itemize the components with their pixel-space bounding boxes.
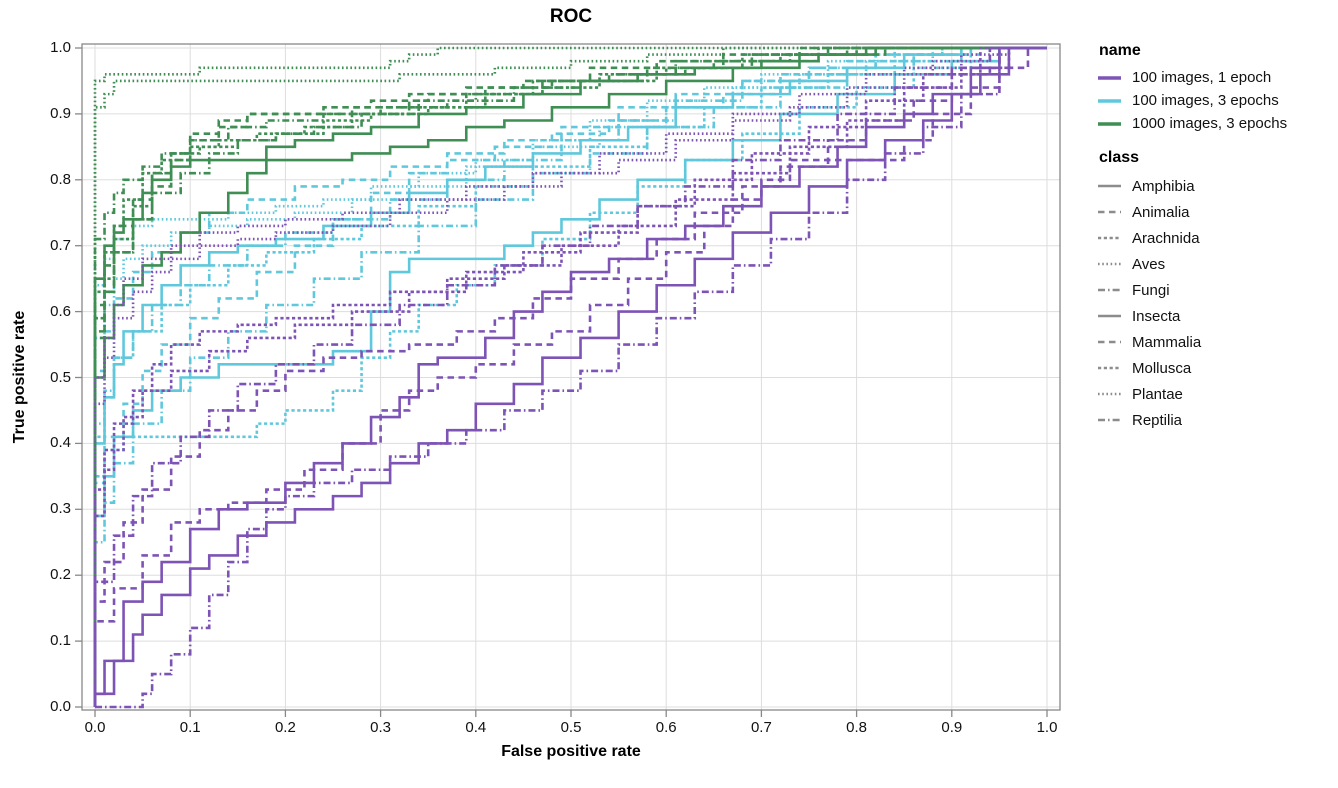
class-legend-item-label: Aves xyxy=(1132,255,1166,273)
legend-swatch-line xyxy=(1098,366,1121,370)
class-legend: class Amphibia Animalia Arachnida Aves Fungi… xyxy=(1097,149,1338,433)
class-legend-item-label: Fungi xyxy=(1132,281,1170,299)
roc-curve-100-images-3-epochs-fungi xyxy=(93,46,1047,707)
name-legend-item-label: 100 images, 3 epochs xyxy=(1132,92,1279,109)
x-tick-label: 0.6 xyxy=(655,719,677,736)
roc-curves xyxy=(93,46,1047,709)
name-legend-item: 100 images, 3 epochs xyxy=(1097,89,1338,112)
x-tick-label: 0.2 xyxy=(274,719,296,736)
class-legend-item: Insecta xyxy=(1097,303,1338,329)
y-tick-label: 0.6 xyxy=(50,302,71,320)
y-tick-label: 0.0 xyxy=(50,698,71,715)
roc-curve-1000-images-3-epochs-reptilia xyxy=(93,46,1047,707)
class-legend-item-label: Mollusca xyxy=(1132,359,1192,377)
legend-swatch-line xyxy=(1098,121,1121,126)
y-tick-label: 0.2 xyxy=(50,566,71,584)
name-legend-item: 100 images, 1 epoch xyxy=(1097,66,1338,89)
x-tick-label: 0.1 xyxy=(179,719,201,736)
x-tick-label: 0.3 xyxy=(370,719,392,736)
y-tick-label: 1.0 xyxy=(50,39,71,56)
legend-swatch-line xyxy=(1098,340,1121,344)
legend-swatch-line xyxy=(1098,75,1121,80)
roc-curve-100-images-1-epoch-amphibia xyxy=(93,46,1047,707)
legend-swatch-line xyxy=(1098,392,1121,396)
x-tick-label: 0.5 xyxy=(560,719,582,736)
legend-swatch-line xyxy=(1098,210,1121,214)
roc-curve-100-images-3-epochs-aves xyxy=(93,46,1047,707)
roc-curve-1000-images-3-epochs-insecta xyxy=(93,46,1047,707)
y-tick-label: 0.3 xyxy=(50,500,71,518)
roc-curve-1000-images-3-epochs-plantae xyxy=(93,46,1047,707)
class-legend-item-label: Arachnida xyxy=(1132,229,1200,247)
roc-curve-1000-images-3-epochs-mollusca xyxy=(93,46,1047,707)
name-legend-item-label: 1000 images, 3 epochs xyxy=(1132,115,1288,132)
class-legend-title: class xyxy=(1099,149,1140,166)
legend-swatch-line xyxy=(1098,98,1121,103)
roc-curve-100-images-1-epoch-animalia xyxy=(93,46,1047,707)
class-legend-item: Mammalia xyxy=(1097,329,1338,355)
name-legend-title: name xyxy=(1099,42,1141,59)
roc-curve-100-images-1-epoch-reptilia xyxy=(95,46,1047,709)
x-axis-title: False positive rate xyxy=(501,743,641,760)
x-tick-label: 1.0 xyxy=(1036,719,1058,736)
legend-swatch-line xyxy=(1098,262,1121,266)
y-tick-label: 0.8 xyxy=(50,170,71,188)
y-tick-label: 0.7 xyxy=(50,236,71,254)
class-legend-item-label: Plantae xyxy=(1132,385,1183,403)
roc-curve-100-images-3-epochs-insecta xyxy=(93,46,1047,707)
name-legend: name 100 images, 1 epoch 100 images, 3 ep… xyxy=(1097,42,1338,135)
roc-curve-100-images-3-epochs-plantae xyxy=(93,46,1047,707)
roc-curve-100-images-1-epoch-plantae xyxy=(93,46,1047,707)
x-tick-label: 0.8 xyxy=(846,719,868,736)
class-legend-item: Aves xyxy=(1097,251,1338,277)
class-legend-item: Mollusca xyxy=(1097,355,1338,381)
legend-swatch-line xyxy=(1098,314,1121,318)
roc-curve-100-images-1-epoch-fungi xyxy=(93,46,1047,707)
legend-swatch-line xyxy=(1098,418,1121,422)
class-legend-item: Reptilia xyxy=(1097,407,1338,433)
roc-curve-1000-images-3-epochs-arachnida xyxy=(93,46,1047,707)
class-legend-item-label: Amphibia xyxy=(1132,177,1195,195)
x-tick-label: 0.0 xyxy=(84,719,106,736)
roc-curve-100-images-3-epochs-reptilia xyxy=(93,46,1047,707)
roc-curve-100-images-1-epoch-aves xyxy=(93,46,1047,707)
legend-swatch-line xyxy=(1098,236,1121,240)
roc-curve-1000-images-3-epochs-fungi xyxy=(93,46,1047,707)
class-legend-item-label: Mammalia xyxy=(1132,333,1202,351)
roc-curve-100-images-3-epochs-arachnida xyxy=(93,46,1047,707)
class-legend-item: Arachnida xyxy=(1097,225,1338,251)
x-tick-label: 0.4 xyxy=(465,719,487,736)
x-tick-label: 0.7 xyxy=(750,719,772,736)
y-tick-label: 0.4 xyxy=(50,434,71,452)
legend-swatch-line xyxy=(1098,288,1121,292)
y-tick-label: 0.1 xyxy=(50,632,71,650)
class-legend-item: Fungi xyxy=(1097,277,1338,303)
class-legend-item-label: Animalia xyxy=(1132,203,1190,221)
class-legend-item-label: Insecta xyxy=(1132,307,1181,325)
roc-curve-1000-images-3-epochs-animalia xyxy=(93,46,1047,707)
y-tick-label: 0.9 xyxy=(50,104,71,122)
class-legend-item: Plantae xyxy=(1097,381,1338,407)
roc-curve-100-images-3-epochs-amphibia xyxy=(93,46,1047,707)
roc-curve-100-images-3-epochs-mollusca xyxy=(93,46,1047,707)
name-legend-item-label: 100 images, 1 epoch xyxy=(1132,69,1272,86)
roc-curve-100-images-1-epoch-mammalia xyxy=(93,46,1047,707)
chart-title: ROC xyxy=(549,6,593,27)
class-legend-item: Animalia xyxy=(1097,199,1338,225)
y-tick-label: 0.5 xyxy=(50,368,71,386)
x-tick-label: 0.9 xyxy=(941,719,963,736)
roc-curve-100-images-3-epochs-animalia xyxy=(93,46,1047,707)
class-legend-item: Amphibia xyxy=(1097,173,1338,199)
roc-curve-100-images-1-epoch-insecta xyxy=(93,46,1047,707)
class-legend-item-label: Reptilia xyxy=(1132,411,1183,429)
legend: name 100 images, 1 epoch 100 images, 3 ep… xyxy=(1097,42,1338,447)
legend-swatch-line xyxy=(1098,184,1121,188)
name-legend-item: 1000 images, 3 epochs xyxy=(1097,112,1338,135)
